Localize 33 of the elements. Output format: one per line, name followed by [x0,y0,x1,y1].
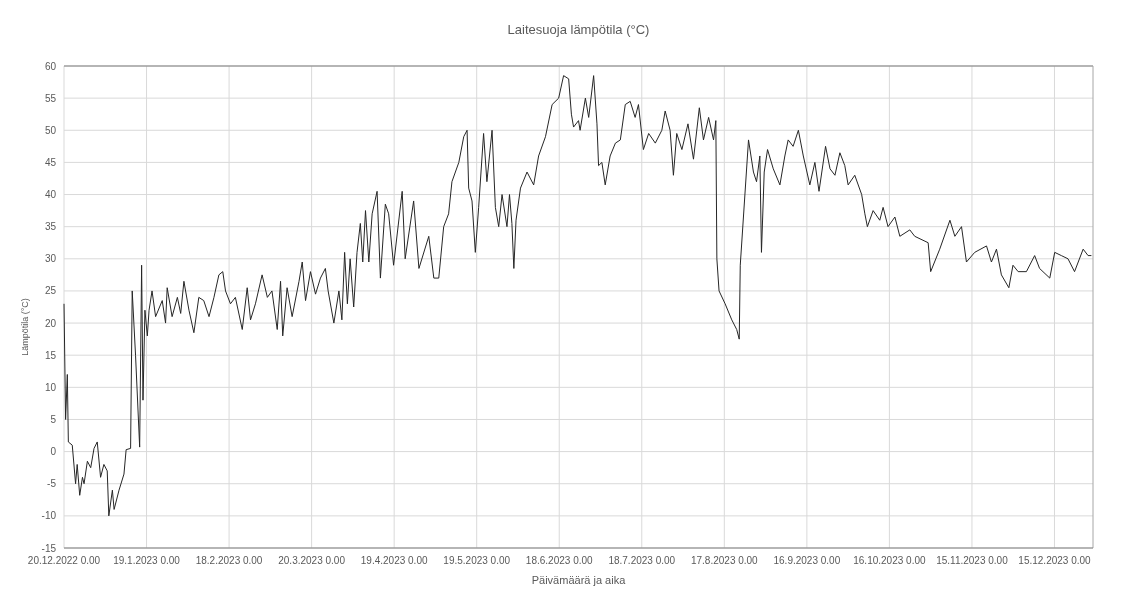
y-tick-label: 55 [44,92,57,104]
x-tick-label: 16.10.2023 0.00 [853,555,926,566]
x-tick-label: 19.5.2023 0.00 [443,555,511,566]
y-tick-label: 45 [44,156,57,168]
line-series [63,75,1092,517]
x-tick-label: 15.12.2023 0.00 [1018,555,1092,566]
x-tick-label: 20.3.2023 0.00 [278,555,346,566]
x-tick-label: 18.7.2023 0.00 [608,555,676,566]
y-tick-label: 40 [44,189,57,201]
y-tick-label: 50 [44,124,57,136]
chart-title: Laitesuoja lämpötila (°C) [507,22,650,37]
y-tick-label: 20 [44,317,57,329]
y-tick-label: 10 [44,381,57,393]
y-tick-label: 30 [44,253,57,265]
x-tick-label: 16.9.2023 0.00 [773,555,841,566]
y-tick-label: 25 [44,285,57,297]
y-tick-label: 35 [44,221,57,233]
x-tick-label: 19.4.2023 0.00 [360,555,428,566]
y-tick-label: -5 [47,478,57,490]
y-tick-label: 0 [50,446,57,458]
x-tick-label: 18.2.2023 0.00 [195,555,263,566]
x-tick-label: 20.12.2022 0.00 [27,555,101,566]
y-tick-label: 15 [44,349,57,361]
y-axis-title: Lämpötila (°C) [20,298,30,356]
x-tick-label: 19.1.2023 0.00 [113,555,181,566]
y-tick-label: -15 [41,542,57,554]
y-tick-label: -10 [41,510,57,522]
x-tick-label: 18.6.2023 0.00 [525,555,594,566]
x-tick-label: 17.8.2023 0.00 [690,555,759,566]
y-tick-label: 60 [44,60,57,72]
y-tick-label: 5 [50,413,57,425]
x-axis-title: Päivämäärä ja aika [531,574,627,586]
x-tick-label: 15.11.2023 0.00 [936,555,1009,566]
